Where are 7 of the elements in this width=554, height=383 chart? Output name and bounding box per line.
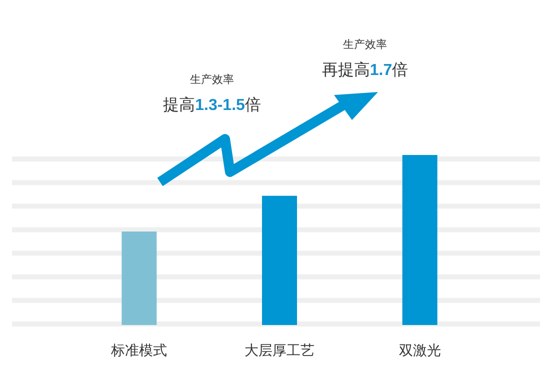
text: 再提高1.7倍 [322, 61, 408, 79]
x-tick-label: 大层厚工艺 [244, 342, 314, 358]
text: 提高1.3-1.5倍 [163, 96, 261, 114]
x-tick-label: 标准模式 [110, 342, 168, 358]
text: 生产效率 [190, 73, 234, 86]
x-tick-label: 双激光 [398, 342, 441, 358]
text: 生产效率 [343, 38, 387, 51]
